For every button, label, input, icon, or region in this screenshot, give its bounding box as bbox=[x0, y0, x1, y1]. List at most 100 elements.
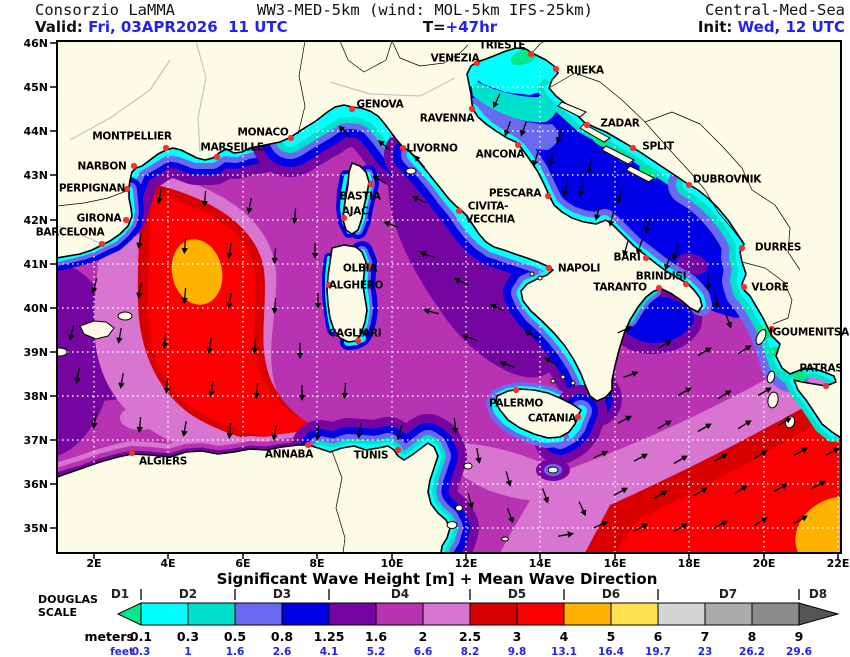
city-dot bbox=[399, 144, 407, 152]
wave-arrow bbox=[657, 420, 672, 430]
land-europe bbox=[57, 41, 841, 439]
city-dot bbox=[287, 134, 295, 142]
feet-value: 26.2 bbox=[739, 646, 765, 657]
lat-label: 46N bbox=[23, 37, 48, 50]
city-label: ALGIERS bbox=[139, 456, 187, 468]
city-dot bbox=[98, 240, 106, 248]
city-dot bbox=[364, 262, 372, 270]
wave-arrow bbox=[753, 450, 768, 460]
wave-arrow bbox=[74, 367, 81, 384]
wave-arrow bbox=[617, 415, 632, 424]
meters-value: 0.8 bbox=[271, 629, 293, 644]
wave-arrow bbox=[616, 188, 623, 204]
feet-value: 19.7 bbox=[645, 646, 671, 657]
city-label: MARSEILLE bbox=[200, 142, 263, 154]
wave-arrow bbox=[499, 360, 515, 369]
wave-arrow bbox=[613, 487, 628, 496]
city-label: RAVENNA bbox=[420, 113, 476, 125]
wave-arrow bbox=[704, 275, 712, 291]
city-dot bbox=[473, 59, 481, 67]
city-dot bbox=[122, 216, 130, 224]
valid-time: Valid: Fri, 03APR2026 11 UTC bbox=[35, 18, 288, 36]
meters-value: 9 bbox=[795, 629, 804, 644]
lon-label: 6E bbox=[235, 557, 250, 570]
lon-label: 8E bbox=[309, 557, 324, 570]
meters-value: 3 bbox=[513, 629, 522, 644]
wave-arrow bbox=[617, 325, 633, 334]
meters-value: 5 bbox=[607, 629, 616, 644]
city-label: ZADAR bbox=[600, 118, 639, 130]
island-sicily bbox=[495, 388, 582, 439]
city-dot bbox=[340, 214, 348, 222]
colorbar-segment bbox=[281, 602, 330, 626]
city-label: MONTPELLIER bbox=[92, 131, 172, 143]
wave-arrow bbox=[467, 493, 474, 509]
wave-arrow bbox=[757, 387, 772, 397]
city-labels: MONTPELLIER MARSEILLE MONACO GENOVA NARBON PE… bbox=[36, 40, 850, 468]
meters-value: 0.5 bbox=[224, 629, 246, 644]
wave-arrow bbox=[163, 377, 170, 394]
wave-arrow bbox=[753, 517, 768, 527]
wave-arrow bbox=[383, 220, 399, 229]
wave-arrow bbox=[586, 158, 593, 174]
lat-label: 42N bbox=[23, 214, 48, 227]
wave-arrow bbox=[673, 523, 688, 533]
city-label: OLBIA bbox=[343, 263, 378, 275]
douglas-label: D3 bbox=[273, 587, 291, 601]
city-label: CATANIA bbox=[528, 413, 577, 425]
island-malta bbox=[547, 466, 559, 474]
model-title: WW3-MED-5km (wind: MOL-5km IFS-25km) bbox=[257, 1, 593, 19]
douglas-label: D7 bbox=[719, 587, 737, 601]
city-label: PATRAS bbox=[799, 363, 842, 375]
wave-arrow bbox=[271, 247, 278, 264]
wave-arrow bbox=[713, 292, 720, 309]
douglas-label: D1 bbox=[111, 587, 129, 601]
colorbar-segment bbox=[234, 602, 283, 626]
island-corsica bbox=[342, 162, 370, 235]
colorbar-segment bbox=[610, 602, 659, 626]
city-dot bbox=[642, 254, 650, 262]
wave-arrow bbox=[396, 425, 403, 441]
city-label: PALERMO bbox=[489, 398, 543, 410]
wave-arrow bbox=[623, 370, 639, 379]
wave-arrow bbox=[557, 531, 574, 538]
lon-label: 20E bbox=[753, 557, 776, 570]
map-frame bbox=[56, 40, 842, 554]
wave-arrow bbox=[296, 343, 304, 359]
lon-label: 10E bbox=[381, 557, 404, 570]
wave-arrow bbox=[156, 187, 163, 204]
wave-arrow bbox=[693, 487, 708, 497]
wave-arrow bbox=[519, 121, 528, 137]
colorbar-segment bbox=[704, 602, 753, 626]
wave-arrow bbox=[206, 337, 213, 354]
feet-value: 29.6 bbox=[786, 646, 812, 657]
feet-value: 1.6 bbox=[226, 646, 245, 657]
header: Consorzio LaMMA WW3-MED-5km (wind: MOL-5… bbox=[35, 1, 845, 36]
city-label: CAGLIARI bbox=[329, 328, 382, 340]
city-dot bbox=[655, 284, 663, 292]
legend: Significant Wave Height [m] + Mean Wave … bbox=[38, 570, 840, 657]
city-label: NAPOLI bbox=[558, 263, 600, 275]
city-label: GENOVA bbox=[357, 99, 405, 111]
wave-arrow bbox=[593, 450, 609, 459]
lat-label: 36N bbox=[23, 478, 48, 491]
feet-value: 2.6 bbox=[273, 646, 292, 657]
wave-arrow bbox=[793, 447, 808, 457]
meters-value: 0.3 bbox=[177, 629, 199, 644]
city-label: VLORE bbox=[751, 282, 788, 294]
colorbar-segment bbox=[187, 602, 236, 626]
city-label: TUNIS bbox=[354, 450, 388, 462]
wave-arrow bbox=[717, 390, 732, 400]
lat-label: 44N bbox=[23, 125, 48, 138]
lon-label: 16E bbox=[604, 557, 627, 570]
wave-arrow bbox=[697, 347, 712, 357]
city-dot bbox=[394, 446, 402, 454]
wave-arrow bbox=[378, 140, 391, 151]
wave-arrow bbox=[793, 515, 808, 525]
lon-label: 12E bbox=[455, 557, 478, 570]
wave-arrow bbox=[136, 282, 143, 299]
init-time: Init: Wed, 12 UTC bbox=[698, 18, 845, 36]
land-layer bbox=[57, 41, 841, 553]
